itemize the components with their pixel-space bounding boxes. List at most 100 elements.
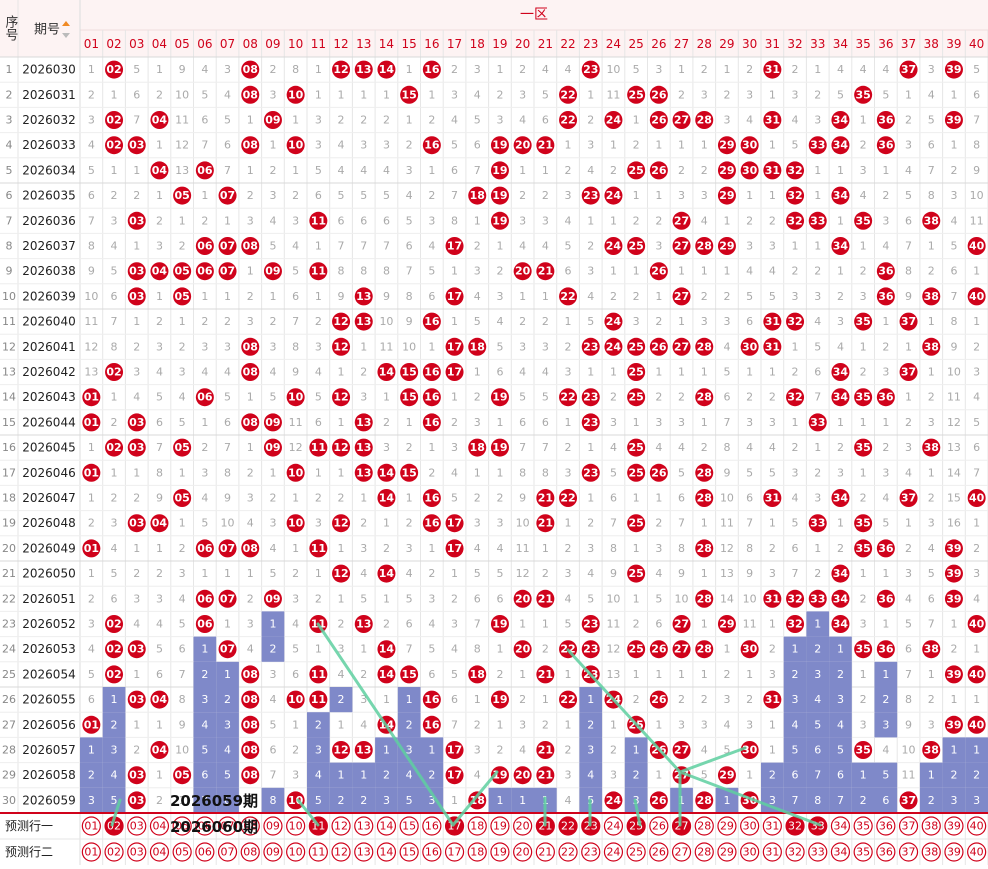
- prediction-ball[interactable]: [717, 816, 737, 836]
- prediction-number[interactable]: 30: [743, 846, 757, 859]
- prediction-ball[interactable]: [785, 842, 805, 862]
- prediction-ball[interactable]: [898, 842, 919, 862]
- prediction-number[interactable]: 34: [833, 820, 847, 833]
- prediction-ball[interactable]: [444, 842, 465, 862]
- prediction-number[interactable]: 29: [720, 820, 734, 833]
- prediction-number[interactable]: 12: [334, 820, 348, 833]
- prediction-ball[interactable]: [921, 816, 941, 836]
- prediction-ball[interactable]: [513, 816, 533, 836]
- sort-up[interactable]: [62, 21, 70, 26]
- prediction-number[interactable]: 29: [720, 846, 734, 859]
- period-header[interactable]: 期号: [34, 23, 60, 38]
- prediction-ball[interactable]: [286, 842, 306, 862]
- prediction-number[interactable]: 10: [289, 820, 303, 833]
- prediction-number[interactable]: 35: [856, 846, 870, 859]
- prediction-number[interactable]: 37: [902, 846, 916, 859]
- prediction-number[interactable]: 15: [402, 820, 416, 833]
- prediction-number[interactable]: 39: [947, 820, 961, 833]
- prediction-ball[interactable]: [308, 842, 328, 862]
- prediction-ball[interactable]: [513, 842, 533, 862]
- prediction-ball[interactable]: [558, 842, 578, 862]
- prediction-ball[interactable]: [649, 842, 669, 862]
- prediction-number[interactable]: 12: [334, 846, 348, 859]
- prediction-ball[interactable]: [671, 842, 692, 862]
- prediction-ball[interactable]: [808, 842, 828, 862]
- prediction-ball[interactable]: [149, 842, 170, 862]
- prediction-ball[interactable]: [603, 816, 624, 836]
- prediction-number[interactable]: 35: [856, 820, 870, 833]
- prediction-number[interactable]: 24: [606, 846, 620, 859]
- prediction-ball[interactable]: [830, 842, 851, 862]
- prediction-ball[interactable]: [967, 842, 987, 862]
- prediction-ball[interactable]: [967, 816, 987, 836]
- prediction-ball[interactable]: [626, 842, 646, 862]
- prediction-number[interactable]: 18: [470, 846, 484, 859]
- prediction-ball[interactable]: [944, 842, 964, 862]
- prediction-ball[interactable]: [399, 816, 419, 836]
- prediction-number[interactable]: 28: [697, 846, 711, 859]
- prediction-number[interactable]: 34: [833, 846, 847, 859]
- prediction-number[interactable]: 26: [652, 846, 666, 859]
- prediction-number[interactable]: 38: [924, 820, 938, 833]
- prediction-ball[interactable]: [740, 816, 760, 836]
- prediction-ball[interactable]: [104, 842, 124, 862]
- prediction-ball[interactable]: [331, 816, 351, 836]
- prediction-ball[interactable]: [671, 816, 692, 836]
- prediction-number[interactable]: 10: [289, 846, 303, 859]
- prediction-ball[interactable]: [898, 816, 919, 836]
- prediction-ball[interactable]: [217, 816, 238, 836]
- prediction-ball[interactable]: [717, 842, 737, 862]
- prediction-number[interactable]: 31: [765, 846, 779, 859]
- prediction-number[interactable]: 02: [107, 820, 121, 833]
- prediction-number[interactable]: 15: [402, 846, 416, 859]
- prediction-number[interactable]: 09: [266, 846, 280, 859]
- prediction-ball[interactable]: [399, 842, 419, 862]
- prediction-number[interactable]: 37: [902, 820, 916, 833]
- prediction-ball[interactable]: [467, 816, 487, 836]
- prediction-ball[interactable]: [876, 816, 896, 836]
- prediction-ball[interactable]: [172, 842, 192, 862]
- prediction-ball[interactable]: [354, 842, 374, 862]
- prediction-number[interactable]: 05: [175, 820, 189, 833]
- prediction-ball[interactable]: [490, 816, 510, 836]
- prediction-ball[interactable]: [921, 842, 941, 862]
- prediction-ball[interactable]: [762, 842, 782, 862]
- prediction-ball[interactable]: [876, 842, 896, 862]
- prediction-number[interactable]: 33: [811, 846, 825, 859]
- prediction-number[interactable]: 18: [470, 820, 484, 833]
- prediction-number[interactable]: 27: [675, 820, 689, 833]
- prediction-ball[interactable]: [467, 842, 487, 862]
- prediction-number[interactable]: 40: [970, 820, 984, 833]
- prediction-number[interactable]: 32: [788, 820, 802, 833]
- prediction-number[interactable]: 24: [606, 820, 620, 833]
- prediction-ball[interactable]: [127, 842, 147, 862]
- prediction-ball[interactable]: [490, 842, 510, 862]
- prediction-number[interactable]: 40: [970, 846, 984, 859]
- prediction-number[interactable]: 20: [516, 846, 530, 859]
- prediction-ball[interactable]: [853, 842, 873, 862]
- prediction-ball[interactable]: [830, 816, 851, 836]
- prediction-ball[interactable]: [81, 816, 101, 836]
- prediction-ball[interactable]: [376, 842, 397, 862]
- prediction-number[interactable]: 23: [584, 846, 598, 859]
- prediction-number[interactable]: 07: [221, 846, 235, 859]
- prediction-ball[interactable]: [649, 816, 669, 836]
- prediction-ball[interactable]: [422, 816, 442, 836]
- prediction-number[interactable]: 25: [629, 846, 643, 859]
- prediction-number[interactable]: 19: [493, 820, 507, 833]
- prediction-ball[interactable]: [286, 816, 306, 836]
- prediction-number[interactable]: 04: [152, 820, 166, 833]
- prediction-ball[interactable]: [81, 842, 101, 862]
- prediction-number[interactable]: 20: [516, 820, 530, 833]
- prediction-ball[interactable]: [694, 816, 714, 836]
- sort-down[interactable]: [62, 33, 70, 38]
- prediction-number[interactable]: 08: [243, 846, 257, 859]
- prediction-ball[interactable]: [172, 816, 192, 836]
- prediction-number[interactable]: 28: [697, 820, 711, 833]
- prediction-number[interactable]: 05: [175, 846, 189, 859]
- prediction-ball[interactable]: [376, 816, 397, 836]
- prediction-number[interactable]: 39: [947, 846, 961, 859]
- prediction-number[interactable]: 17: [448, 846, 462, 859]
- prediction-number[interactable]: 03: [130, 846, 144, 859]
- prediction-ball[interactable]: [217, 842, 238, 862]
